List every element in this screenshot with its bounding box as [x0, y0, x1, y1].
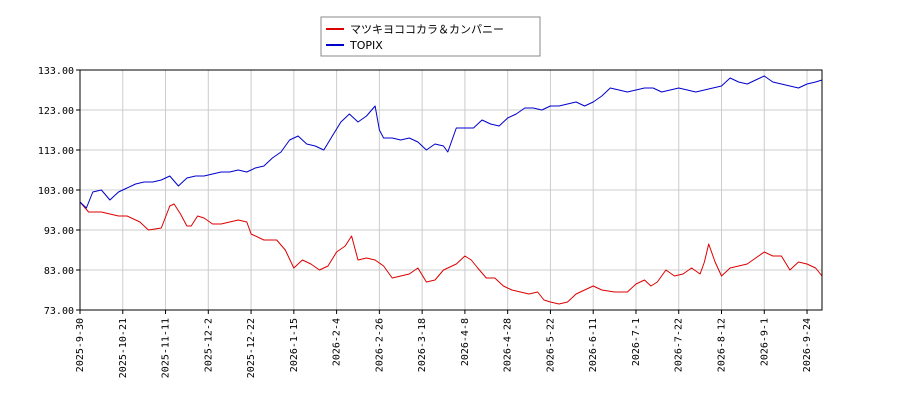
- series-layer: [79, 75, 823, 305]
- y-tick-label: 73.00: [44, 306, 74, 317]
- legend-label: TOPIX: [349, 39, 383, 52]
- y-tick-label: 113.00: [38, 146, 74, 157]
- x-tick-label: 2026-5-22: [545, 318, 556, 372]
- y-tick-label: 83.00: [44, 266, 74, 277]
- x-tick-label: 2025-10-21: [118, 318, 129, 378]
- x-tick-label: 2026-4-8: [460, 318, 471, 366]
- series-line-1: [79, 75, 823, 209]
- x-tick-label: 2026-2-26: [374, 318, 385, 372]
- x-tick-label: 2026-8-12: [716, 318, 727, 372]
- x-tick-label: 2026-3-18: [417, 318, 428, 372]
- grid: [79, 69, 822, 311]
- x-tick-label: 2026-7-1: [631, 318, 642, 366]
- legend-box: [320, 16, 541, 57]
- x-tick-label: 2025-11-11: [161, 318, 172, 378]
- y-axis: 73.00 83.00 93.00 103.00 113.00 123.00 133.00: [38, 66, 80, 317]
- y-tick-label: 93.00: [44, 226, 74, 237]
- x-tick-label: 2025-9-30: [75, 318, 86, 372]
- y-tick-label: 103.00: [38, 186, 74, 197]
- legend: マツキヨココカラ＆カンパニー TOPIX: [320, 16, 541, 57]
- x-tick-label: 2026-4-28: [503, 318, 514, 372]
- x-tick-label: 2025-12-2: [203, 318, 214, 372]
- x-tick-label: 2026-2-4: [332, 318, 343, 366]
- x-tick-label: 2026-9-24: [802, 318, 813, 372]
- legend-label: マツキヨココカラ＆カンパニー: [350, 23, 504, 36]
- x-tick-label: 2026-9-1: [759, 318, 770, 366]
- x-tick-label: 2026-1-15: [289, 318, 300, 372]
- y-tick-label: 123.00: [38, 106, 74, 117]
- y-tick-label: 133.00: [38, 66, 74, 77]
- x-tick-label: 2026-6-11: [588, 318, 599, 372]
- x-axis: 2025-9-30 2025-10-21 2025-11-11 2025-12-2 20…: [75, 310, 813, 378]
- x-tick-label: 2026-7-22: [674, 318, 685, 372]
- x-tick-label: 2025-12-22: [246, 318, 257, 378]
- series-line-0: [79, 201, 823, 305]
